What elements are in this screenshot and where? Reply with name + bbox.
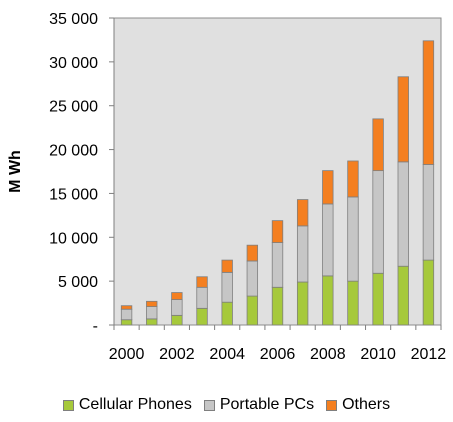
x-tick-label: 2004 (209, 346, 245, 363)
bar-cellular-phones-2002 (171, 314, 183, 326)
bar-portable-pcs-2009 (347, 196, 359, 282)
legend-item-others: Others (326, 396, 390, 414)
y-axis-ticks: - 5 000 10 000 15 000 20 000 25 000 30 000 35 0… (49, 11, 114, 335)
bar-cellular-phones-2011 (397, 265, 409, 326)
bar-cellular-phones-2007 (296, 281, 309, 326)
bar-portable-pcs-2011 (397, 161, 409, 267)
legend-label-others: Others (342, 396, 391, 413)
x-tick-label: 2002 (159, 346, 195, 363)
bar-cellular-phones-2006 (271, 286, 284, 326)
x-tick-label: 2000 (109, 346, 145, 363)
legend-swatch-others (326, 399, 338, 411)
y-tick-label: 25 000 (49, 99, 98, 116)
y-tick-label: 10 000 (49, 230, 98, 247)
bar-portable-pcs-2003 (196, 286, 208, 309)
x-tick-label: 2008 (310, 346, 346, 363)
y-tick-label: 20 000 (49, 143, 98, 160)
x-axis-ticks: 2000 2002 2004 2006 2008 2010 2012 (109, 325, 447, 363)
bar-cellular-phones-2004 (221, 301, 233, 326)
bar-cellular-phones-2012 (422, 259, 435, 326)
legend-swatch-cellular-phones (62, 399, 74, 411)
bar-others-2002 (171, 292, 183, 300)
legend-label-portable-pcs: Portable PCs (219, 396, 315, 413)
x-tick-label: 2012 (411, 346, 447, 363)
y-axis-title: M Wh (7, 150, 24, 193)
y-tick-label: 30 000 (49, 55, 98, 72)
bar-cellular-phones-2009 (347, 280, 359, 326)
bar-others-2010 (372, 118, 384, 172)
bar-cellular-phones-2010 (372, 272, 384, 326)
bar-others-2009 (347, 160, 359, 198)
bar-others-2008 (322, 170, 334, 205)
bar-others-2005 (246, 244, 259, 262)
bar-others-2007 (296, 199, 309, 227)
bar-cellular-phones-2000 (120, 319, 133, 326)
bar-cellular-phones-2005 (246, 295, 259, 326)
bar-others-2004 (221, 259, 233, 273)
bar-portable-pcs-2005 (246, 260, 259, 297)
bar-portable-pcs-2010 (372, 170, 384, 274)
bar-others-2000 (120, 305, 133, 310)
bar-portable-pcs-2007 (296, 225, 309, 283)
legend-label-cellular-phones: Cellular Phones (78, 396, 192, 413)
y-tick-label: 15 000 (49, 186, 98, 203)
legend-item-cellular-phones: Cellular Phones (62, 396, 192, 414)
y-tick-label: 5 000 (58, 274, 98, 291)
legend: Cellular Phones Portable PCs Others (0, 394, 453, 416)
y-tick-label: - (93, 318, 98, 335)
bar-portable-pcs-2001 (146, 306, 158, 320)
bar-cellular-phones-2001 (146, 318, 158, 326)
bar-portable-pcs-2012 (422, 164, 435, 261)
bar-portable-pcs-2002 (171, 299, 183, 316)
legend-item-portable-pcs: Portable PCs (203, 396, 315, 414)
bar-portable-pcs-2004 (221, 271, 233, 303)
bar-others-2011 (397, 76, 409, 163)
bar-cellular-phones-2008 (322, 275, 334, 326)
x-tick-label: 2006 (260, 346, 296, 363)
bar-portable-pcs-2008 (322, 203, 334, 277)
bar-others-2006 (271, 220, 284, 243)
bar-others-2012 (422, 40, 435, 165)
bar-others-2001 (146, 300, 158, 307)
bar-cellular-phones-2003 (196, 307, 208, 326)
y-tick-label: 35 000 (49, 11, 98, 28)
x-tick-label: 2010 (360, 346, 396, 363)
bar-portable-pcs-2006 (271, 242, 284, 288)
bar-portable-pcs-2000 (120, 308, 133, 321)
bar-others-2003 (196, 276, 208, 288)
bars-group (120, 40, 435, 326)
legend-swatch-portable-pcs (203, 399, 215, 411)
